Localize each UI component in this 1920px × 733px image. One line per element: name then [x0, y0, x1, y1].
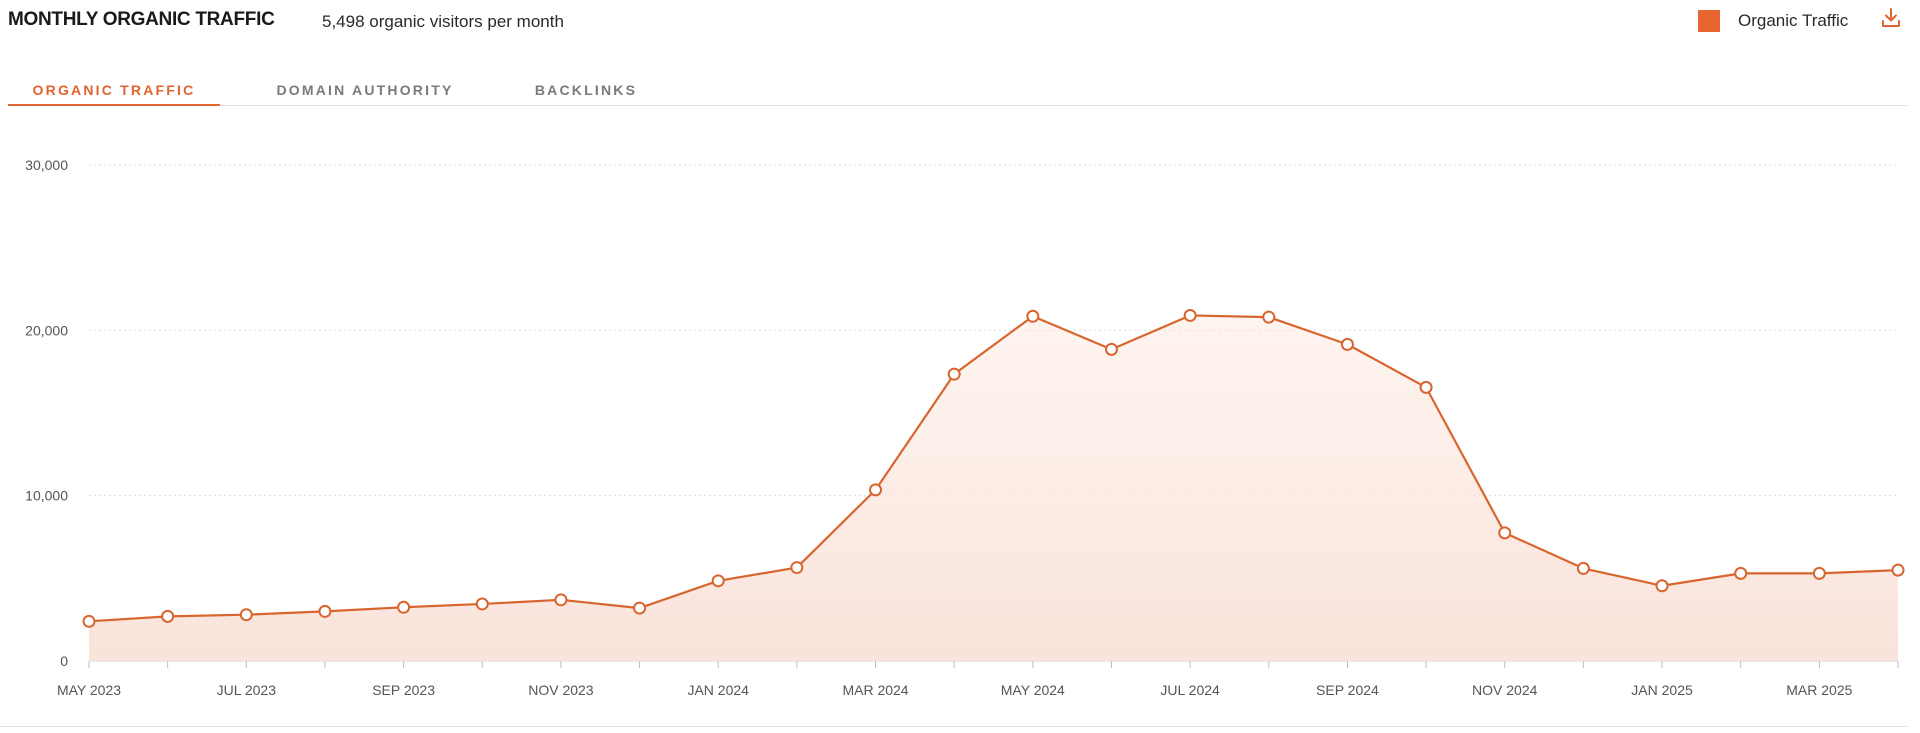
tab-backlinks[interactable]: BACKLINKS	[534, 82, 638, 98]
chart-title: MONTHLY ORGANIC TRAFFIC	[8, 9, 275, 30]
data-point	[475, 597, 489, 611]
data-point	[318, 604, 332, 618]
x-tick-label: NOV 2024	[1472, 682, 1538, 698]
data-point	[947, 367, 961, 381]
chart-subtitle: 5,498 organic visitors per month	[322, 12, 564, 31]
legend[interactable]: Organic Traffic	[1698, 9, 1848, 33]
organic-traffic-chart: 0 10,000 20,000 30,000 MAY 2023 JUL 2023 SEP 2…	[25, 157, 1905, 698]
series-area	[89, 315, 1898, 661]
y-tick-label: 0	[60, 653, 68, 669]
y-tick-label: 30,000	[25, 157, 68, 173]
x-tick-label: JAN 2025	[1631, 682, 1693, 698]
tab-bar: ORGANIC TRAFFIC DOMAIN AUTHORITY BACKLIN…	[8, 80, 1908, 106]
download-icon	[1882, 8, 1900, 27]
x-tick-label: JAN 2024	[687, 682, 749, 698]
data-point	[790, 561, 804, 575]
data-point	[397, 600, 411, 614]
data-point	[1340, 337, 1354, 351]
data-point	[161, 609, 175, 623]
x-tick-label: MAR 2025	[1786, 682, 1852, 698]
data-point	[1183, 308, 1197, 322]
data-point	[1026, 309, 1040, 323]
data-point	[1891, 563, 1905, 577]
data-point	[1419, 380, 1433, 394]
x-tick-label: SEP 2024	[1316, 682, 1379, 698]
data-point	[1104, 342, 1118, 356]
legend-label: Organic Traffic	[1738, 11, 1849, 30]
series-line	[88, 314, 1899, 623]
data-point	[711, 574, 725, 588]
chart-header: MONTHLY ORGANIC TRAFFIC 5,498 organic vi…	[0, 0, 1920, 44]
data-point	[869, 483, 883, 497]
x-tick-label: JUL 2024	[1160, 682, 1220, 698]
tab-organic-traffic[interactable]: ORGANIC TRAFFIC	[8, 82, 220, 106]
bottom-divider	[0, 726, 1908, 727]
tab-domain-authority[interactable]: DOMAIN AUTHORITY	[276, 82, 454, 98]
data-point	[554, 593, 568, 607]
y-tick-label: 20,000	[25, 322, 68, 338]
x-tick-label: NOV 2023	[528, 682, 594, 698]
data-point	[239, 608, 253, 622]
data-point	[1812, 566, 1826, 580]
data-point	[1655, 579, 1669, 593]
x-tick-label: MAY 2023	[57, 682, 121, 698]
x-tick-label: MAR 2024	[842, 682, 908, 698]
x-tick-label: SEP 2023	[372, 682, 435, 698]
download-button[interactable]	[1879, 6, 1903, 30]
y-tick-label: 10,000	[25, 488, 68, 504]
x-tick-label: JUL 2023	[217, 682, 277, 698]
data-point	[1734, 566, 1748, 580]
legend-swatch	[1698, 10, 1720, 32]
data-point	[1498, 526, 1512, 540]
data-point	[1262, 310, 1276, 324]
data-point	[1576, 561, 1590, 575]
data-point	[82, 614, 96, 628]
x-tick-label: MAY 2024	[1001, 682, 1065, 698]
data-point	[633, 601, 647, 615]
